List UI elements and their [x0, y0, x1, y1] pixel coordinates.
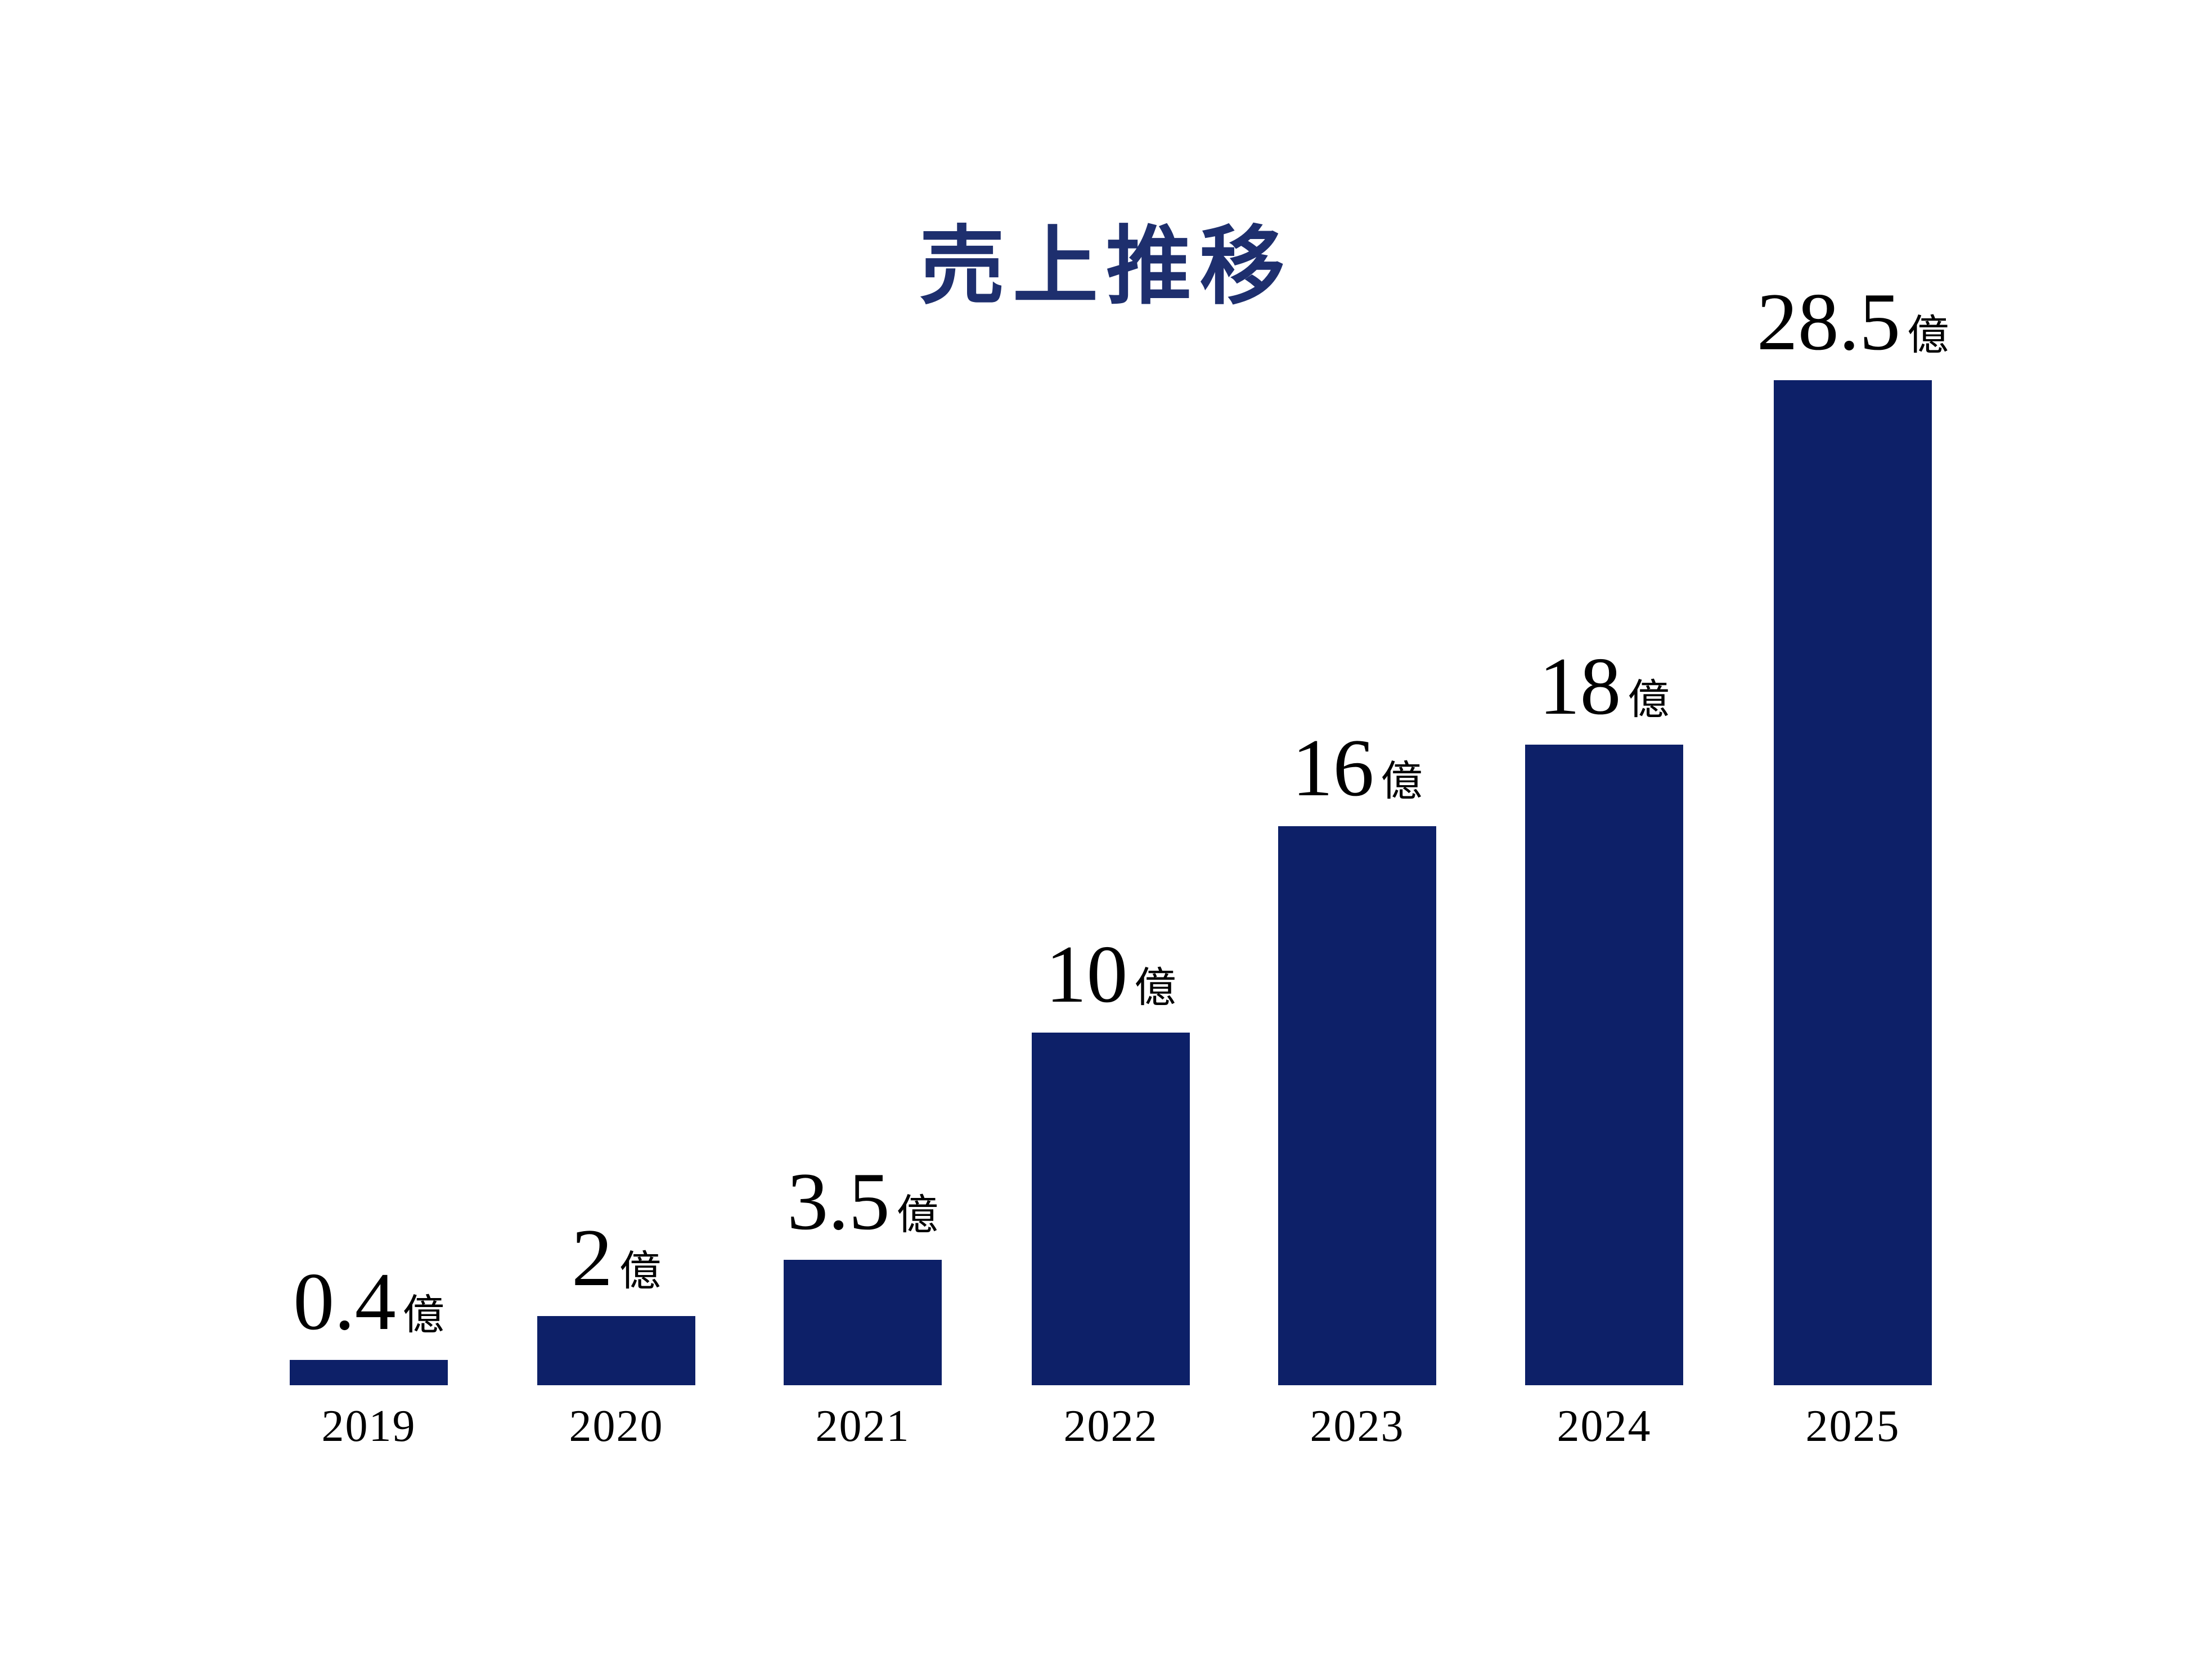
- chart-title: 売上推移: [919, 220, 1293, 314]
- bar-column: 3.5 億 2021: [784, 0, 942, 1658]
- bar-value-unit: 億: [1627, 677, 1670, 724]
- bar-column: 18 億 2024: [1525, 0, 1683, 1658]
- bar-value-unit: 億: [1134, 965, 1176, 1012]
- bar-value-number: 3.5: [787, 1156, 890, 1247]
- x-axis-label-2022: 2022: [1063, 1402, 1158, 1451]
- bar-value-label: 16 億: [1292, 727, 1423, 809]
- bar-value-unit: 億: [1907, 313, 1949, 359]
- x-axis-label-2019: 2019: [321, 1402, 416, 1451]
- bar-value-number: 28.5: [1756, 276, 1901, 368]
- bar-value-unit: 億: [896, 1192, 938, 1239]
- bar-value-number: 10: [1045, 929, 1128, 1020]
- bar-value-label: 10 億: [1046, 933, 1176, 1015]
- bar-2021: [784, 1260, 942, 1385]
- x-axis-label-2024: 2024: [1557, 1402, 1652, 1451]
- bar-value-label: 3.5 億: [787, 1160, 938, 1242]
- bar-value-number: 16: [1292, 722, 1374, 814]
- bar-2020: [537, 1316, 695, 1385]
- x-axis-label-2023: 2023: [1310, 1402, 1405, 1451]
- bar-value-number: 0.4: [293, 1256, 396, 1348]
- bar-2019: [290, 1360, 448, 1385]
- bar-value-number: 18: [1539, 641, 1621, 732]
- bar-column: 28.5 億 2025: [1757, 0, 1949, 1658]
- bar-column: 16 億 2023: [1278, 0, 1436, 1658]
- bar-value-label: 0.4 億: [293, 1260, 444, 1342]
- x-axis-label-2021: 2021: [815, 1402, 910, 1451]
- x-axis-label-2025: 2025: [1805, 1402, 1900, 1451]
- bar-value-label: 18 億: [1539, 645, 1670, 727]
- bar-2023: [1278, 826, 1436, 1385]
- bar-value-unit: 億: [402, 1292, 444, 1339]
- bar-value-unit: 億: [619, 1249, 661, 1295]
- bar-column: 10 億 2022: [1032, 0, 1190, 1658]
- bar-2024: [1525, 745, 1683, 1385]
- bar-value-label: 28.5 億: [1757, 281, 1949, 363]
- x-axis-label-2020: 2020: [569, 1402, 664, 1451]
- bar-value-number: 2: [572, 1212, 613, 1304]
- bar-column: 0.4 億 2019: [290, 0, 448, 1658]
- bar-column: 2 億 2020: [537, 0, 695, 1658]
- bar-2022: [1032, 1033, 1190, 1385]
- bar-2025: [1774, 380, 1932, 1385]
- bar-value-unit: 億: [1381, 759, 1423, 805]
